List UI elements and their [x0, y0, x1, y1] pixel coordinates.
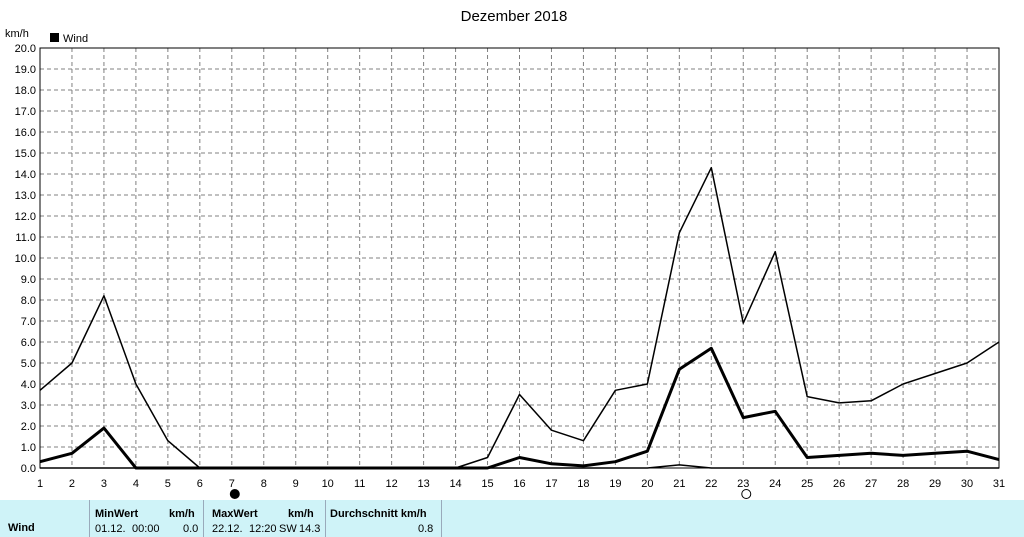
- x-tick-label: 3: [101, 478, 107, 490]
- min-unit: km/h: [169, 508, 195, 520]
- chart: Dezember 2018 km/h Wind 0.0 1.0 2.0 3.0 4.0 5…: [5, 8, 1005, 499]
- min-time: 00:00: [132, 523, 160, 535]
- x-tick-label: 14: [449, 478, 461, 490]
- min-date: 01.12.: [95, 523, 126, 535]
- y-tick-label: 14.0: [15, 169, 36, 181]
- full-moon-icon: [741, 489, 752, 499]
- x-tick-label: 4: [133, 478, 139, 490]
- y-tick-label: 11.0: [15, 232, 36, 244]
- max-title: MaxWert: [212, 508, 258, 520]
- series-line-min: [40, 464, 999, 469]
- y-tick-label: 6.0: [21, 337, 36, 349]
- x-tick-label: 23: [737, 478, 749, 490]
- max-unit: km/h: [288, 508, 314, 520]
- x-tick-label: 19: [609, 478, 621, 490]
- x-tick-label: 27: [865, 478, 877, 490]
- y-tick-label: 9.0: [21, 274, 36, 286]
- row-label: Wind: [8, 522, 35, 534]
- x-tick-label: 8: [261, 478, 267, 490]
- y-tick-label: 3.0: [21, 400, 36, 412]
- y-tick-label: 12.0: [15, 211, 36, 223]
- min-title: MinWert: [95, 508, 139, 520]
- x-tick-label: 9: [293, 478, 299, 490]
- footer-label-cell: Wind: [0, 500, 90, 537]
- x-tick-label: 7: [229, 478, 235, 490]
- min-value: 0.0: [183, 523, 199, 535]
- chart-title: Dezember 2018: [461, 8, 568, 25]
- legend-swatch: [50, 33, 59, 42]
- avg-cell: Durchschnitt km/h 0.8: [326, 500, 442, 537]
- max-cell: MaxWert km/h 22.12. 12:20 SW 14.3: [204, 500, 326, 537]
- x-tick-label: 18: [577, 478, 589, 490]
- y-tick-label: 1.0: [21, 442, 36, 454]
- max-value: 14.3: [299, 523, 321, 535]
- x-tick-label: 22: [705, 478, 717, 490]
- x-tick-label: 13: [417, 478, 429, 490]
- x-tick-label: 12: [386, 478, 398, 490]
- grid: [39, 47, 1000, 469]
- y-tick-label: 15.0: [15, 148, 36, 160]
- y-tick-labels: 0.0 1.0 2.0 3.0 4.0 5.0 6.0 7.0 8.0 9.0 10.0 11.0 12…: [15, 43, 36, 475]
- x-tick-label: 5: [165, 478, 171, 490]
- max-direction: SW: [279, 523, 297, 535]
- x-tick-label: 1: [37, 478, 43, 490]
- x-tick-label: 24: [769, 478, 781, 490]
- stats-footer: Wind MinWert km/h 01.12. 00:00 0.0 MaxWe…: [0, 500, 1024, 537]
- y-tick-label: 10.0: [15, 253, 36, 265]
- x-tick-label: 26: [833, 478, 845, 490]
- legend-label: Wind: [63, 33, 88, 45]
- y-tick-label: 8.0: [21, 295, 36, 307]
- x-tick-label: 10: [322, 478, 334, 490]
- y-tick-label: 5.0: [21, 358, 36, 370]
- y-tick-label: 13.0: [15, 190, 36, 202]
- avg-title: Durchschnitt km/h: [330, 508, 427, 520]
- x-tick-label: 2: [69, 478, 75, 490]
- y-tick-label: 20.0: [15, 43, 36, 55]
- avg-value: 0.8: [418, 523, 434, 535]
- y-tick-label: 18.0: [15, 85, 36, 97]
- max-date: 22.12.: [212, 523, 243, 535]
- max-time: 12:20: [249, 523, 277, 535]
- x-tick-label: 30: [961, 478, 973, 490]
- y-tick-label: 19.0: [15, 64, 36, 76]
- x-tick-labels: 1 2 3 4 5 6 7 8 9 10 11 12 13 14 15 16 17 18 19 20 21 22 23 24 2…: [37, 478, 1005, 490]
- x-tick-label: 29: [929, 478, 941, 490]
- x-tick-label: 21: [673, 478, 685, 490]
- y-axis-unit: km/h: [5, 28, 29, 40]
- series-lines: [39, 166, 1000, 470]
- new-moon-icon: [229, 489, 240, 499]
- x-tick-label: 11: [354, 478, 365, 490]
- x-tick-label: 15: [481, 478, 493, 490]
- y-tick-label: 16.0: [15, 127, 36, 139]
- x-tick-label: 28: [897, 478, 909, 490]
- x-tick-label: 17: [545, 478, 557, 490]
- x-tick-label: 6: [197, 478, 203, 490]
- moon-phases: [229, 489, 752, 499]
- y-tick-label: 7.0: [21, 316, 36, 328]
- x-tick-label: 20: [641, 478, 653, 490]
- y-tick-label: 2.0: [21, 421, 36, 433]
- y-tick-label: 17.0: [15, 106, 36, 118]
- x-tick-label: 16: [513, 478, 525, 490]
- x-tick-label: 31: [993, 478, 1005, 490]
- min-cell: MinWert km/h 01.12. 00:00 0.0: [90, 500, 204, 537]
- y-tick-label: 4.0: [21, 379, 36, 391]
- x-tick-label: 25: [801, 478, 813, 490]
- y-tick-label: 0.0: [21, 463, 36, 475]
